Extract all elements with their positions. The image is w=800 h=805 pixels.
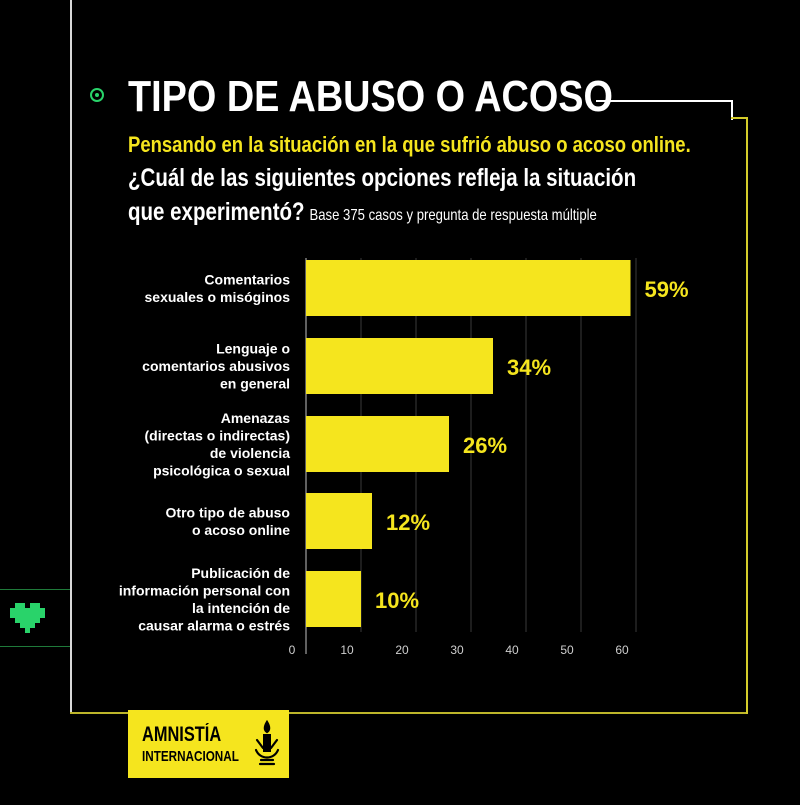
question-line-1: ¿Cuál de las siguientes opciones refleja… — [128, 164, 637, 192]
bar — [306, 260, 631, 316]
x-tick-label: 20 — [395, 643, 409, 657]
category-label: Comentarios sexuales o misóginos — [145, 271, 291, 305]
category-label-line: (directas o indirectas) — [145, 427, 291, 443]
x-tick-label: 10 — [340, 643, 354, 657]
category-label-line: Lenguaje o — [216, 341, 290, 357]
x-tick-label: 60 — [615, 643, 629, 657]
bar — [306, 493, 372, 549]
frame-line-right-yellow — [746, 117, 748, 714]
bar-value-label: 34% — [507, 355, 551, 380]
category-label: Publicación de información personal con la… — [119, 565, 290, 634]
category-label: Lenguaje o comentarios abusivos en general — [142, 341, 290, 392]
x-tick-label: 0 — [289, 643, 296, 657]
bar — [306, 416, 449, 472]
x-tick-label: 30 — [450, 643, 464, 657]
x-tick-label: 50 — [560, 643, 574, 657]
category-label-line: sexuales o misóginos — [145, 289, 291, 305]
frame-line-bottom — [70, 712, 748, 714]
category-label-line: información personal con — [119, 582, 290, 598]
frame-line-left — [70, 0, 72, 712]
frame-corner-right-yellow — [731, 117, 748, 119]
category-label-line: causar alarma o estrés — [138, 617, 290, 633]
category-label-line: en general — [220, 376, 290, 392]
question-line-2: que experimentó? Base 375 casos y pregunt… — [128, 198, 597, 227]
x-tick-label: 40 — [505, 643, 519, 657]
category-label-line: comentarios abusivos — [142, 358, 290, 374]
pixel-heart-icon — [10, 603, 45, 633]
bar — [306, 338, 493, 394]
logo-line-1: AMNISTÍA — [142, 723, 222, 746]
category-label: Otro tipo de abuso o acoso online — [166, 504, 291, 538]
green-rule-bottom — [0, 646, 70, 647]
category-label-line: psicológica o sexual — [153, 462, 290, 478]
bar-value-label: 59% — [645, 277, 689, 302]
category-label-line: de violencia — [210, 445, 290, 461]
bar-value-label: 12% — [386, 510, 430, 535]
bar — [306, 571, 361, 627]
amnesty-logo: AMNISTÍA INTERNACIONAL — [128, 710, 289, 778]
category-label-line: Publicación de — [191, 565, 290, 581]
frame-line-top-right — [596, 100, 733, 102]
category-label-line: Amenazas — [221, 410, 290, 426]
category-label-line: o acoso online — [192, 522, 290, 538]
page-title: TIPO DE ABUSO O ACOSO — [128, 72, 613, 121]
question-line-2-text: que experimentó? — [128, 198, 305, 226]
bar-value-label: 10% — [375, 588, 419, 613]
green-rule-top — [0, 589, 70, 590]
subtitle: Pensando en la situación en la que sufri… — [128, 132, 691, 157]
base-note: Base 375 casos y pregunta de respuesta m… — [309, 207, 597, 224]
category-label-line: Comentarios — [204, 271, 290, 287]
category-label: Amenazas (directas o indirectas) de violen… — [145, 410, 291, 479]
frame-corner-right — [731, 100, 733, 120]
candle-icon — [254, 720, 280, 766]
bar-value-label: 26% — [463, 433, 507, 458]
category-label-line: Otro tipo de abuso — [166, 504, 290, 520]
category-label-line: la intención de — [192, 600, 290, 616]
target-bullet-icon — [90, 88, 104, 102]
logo-line-2: INTERNACIONAL — [142, 748, 239, 765]
